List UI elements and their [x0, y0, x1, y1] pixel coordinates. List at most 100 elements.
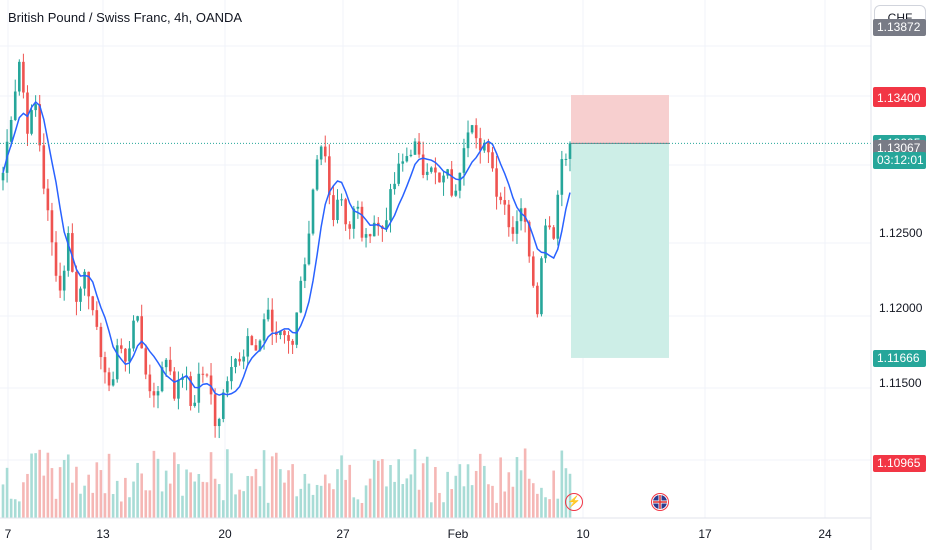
candle[interactable] — [291, 338, 294, 354]
candle[interactable] — [246, 328, 250, 366]
candle[interactable] — [230, 356, 233, 390]
candle[interactable] — [226, 376, 229, 398]
candle[interactable] — [250, 334, 254, 346]
candle[interactable] — [201, 366, 205, 383]
candle[interactable] — [75, 265, 78, 316]
candle[interactable] — [34, 95, 37, 117]
candle[interactable] — [307, 220, 311, 266]
candle[interactable] — [87, 271, 90, 310]
candle[interactable] — [495, 155, 498, 210]
candle[interactable] — [548, 216, 551, 230]
candle[interactable] — [348, 221, 352, 240]
candle[interactable] — [421, 141, 425, 179]
candle[interactable] — [536, 282, 539, 318]
candle[interactable] — [107, 367, 111, 392]
candle[interactable] — [181, 373, 184, 388]
candle[interactable] — [58, 262, 62, 299]
candle[interactable] — [46, 179, 50, 221]
candle[interactable] — [417, 133, 421, 158]
candle[interactable] — [523, 207, 527, 233]
candle[interactable] — [156, 385, 160, 409]
candle[interactable] — [564, 153, 568, 166]
candle[interactable] — [568, 141, 572, 172]
candle[interactable] — [221, 389, 225, 423]
candle[interactable] — [213, 388, 217, 438]
candle[interactable] — [119, 338, 123, 354]
candle[interactable] — [503, 186, 507, 215]
candle[interactable] — [71, 223, 74, 273]
candle[interactable] — [483, 139, 486, 153]
stop-loss-zone[interactable] — [571, 95, 669, 144]
candle[interactable] — [319, 145, 323, 166]
candle[interactable] — [552, 225, 555, 240]
candle[interactable] — [128, 340, 131, 374]
candle[interactable] — [507, 199, 511, 237]
candle[interactable] — [287, 331, 290, 354]
candle[interactable] — [111, 371, 115, 387]
candle[interactable] — [62, 265, 66, 301]
candle[interactable] — [185, 366, 188, 391]
candle[interactable] — [511, 216, 515, 242]
candle[interactable] — [340, 193, 343, 206]
candle[interactable] — [372, 215, 376, 237]
candle[interactable] — [405, 147, 409, 163]
candle[interactable] — [393, 172, 396, 195]
candle[interactable] — [18, 59, 21, 96]
candle[interactable] — [487, 138, 490, 164]
candle[interactable] — [9, 116, 13, 147]
candle[interactable] — [270, 298, 274, 346]
candle[interactable] — [323, 135, 327, 163]
candle[interactable] — [332, 185, 335, 227]
candle[interactable] — [336, 189, 339, 224]
candle[interactable] — [397, 153, 400, 187]
candle[interactable] — [13, 79, 17, 122]
candle[interactable] — [242, 349, 245, 370]
candle[interactable] — [189, 371, 192, 411]
candle[interactable] — [173, 367, 176, 401]
candle[interactable] — [160, 361, 164, 393]
candle[interactable] — [103, 351, 107, 384]
candle[interactable] — [42, 133, 46, 195]
candle[interactable] — [478, 127, 482, 164]
candle[interactable] — [368, 233, 372, 244]
candle[interactable] — [148, 364, 152, 398]
candle[interactable] — [136, 315, 139, 323]
candle[interactable] — [238, 352, 241, 366]
candle[interactable] — [344, 197, 347, 231]
candle[interactable] — [303, 257, 307, 289]
candle[interactable] — [544, 218, 547, 263]
candle[interactable] — [527, 220, 531, 263]
candle[interactable] — [115, 338, 119, 383]
candle[interactable] — [279, 330, 282, 340]
candle[interactable] — [515, 210, 519, 244]
candle[interactable] — [356, 200, 360, 219]
candle[interactable] — [376, 217, 380, 236]
candle[interactable] — [193, 395, 197, 408]
candle[interactable] — [531, 251, 535, 288]
candle[interactable] — [556, 190, 560, 246]
candle[interactable] — [205, 373, 209, 378]
candle[interactable] — [438, 172, 441, 183]
candle[interactable] — [401, 153, 405, 172]
candle[interactable] — [50, 202, 54, 256]
candle[interactable] — [519, 198, 523, 231]
candle[interactable] — [30, 104, 33, 136]
candle[interactable] — [266, 297, 270, 322]
candle[interactable] — [283, 329, 286, 344]
candle[interactable] — [430, 166, 433, 174]
candle[interactable] — [364, 228, 368, 248]
candle[interactable] — [442, 171, 445, 196]
candle[interactable] — [152, 382, 156, 408]
candle[interactable] — [389, 183, 392, 233]
take-profit-zone[interactable] — [571, 143, 669, 358]
candle[interactable] — [458, 172, 462, 199]
candle[interactable] — [66, 226, 70, 277]
candle[interactable] — [299, 276, 303, 314]
candle[interactable] — [132, 315, 135, 352]
candle[interactable] — [164, 358, 168, 377]
candle[interactable] — [79, 286, 82, 311]
candle[interactable] — [409, 149, 413, 158]
candle[interactable] — [295, 312, 298, 349]
candle[interactable] — [315, 155, 319, 192]
candle[interactable] — [311, 188, 315, 236]
